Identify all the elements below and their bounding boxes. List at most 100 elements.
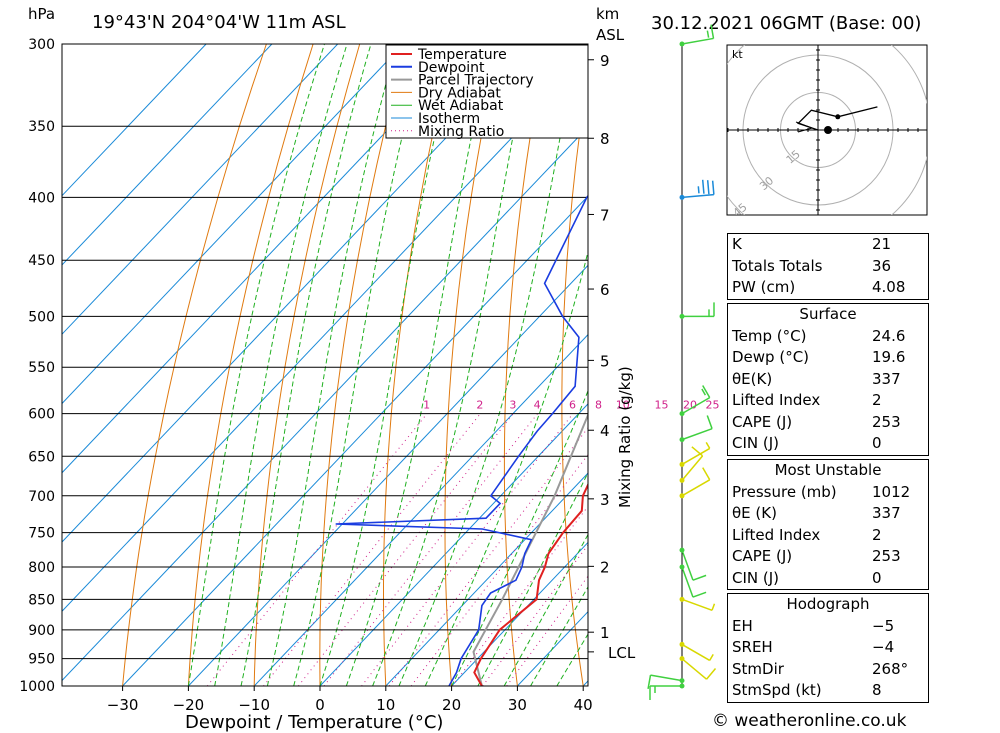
km-tick-label: 1 (600, 624, 610, 642)
legend-box (385, 44, 589, 139)
dry-adiabat-line (122, 44, 267, 686)
dry-adiabat-line (187, 44, 314, 686)
mixing-ratio-line (482, 544, 588, 686)
x-axis-title: Dewpoint / Temperature (°C) (185, 712, 443, 733)
table-row: CIN (J) 0 (732, 568, 882, 587)
pressure-tick-label: 450 (28, 253, 55, 269)
pressure-tick-label: 850 (28, 592, 55, 608)
wet-adiabat-line (214, 44, 348, 686)
wet-adiabat-line (240, 44, 372, 686)
isotherm-line (188, 264, 588, 686)
skewt-plot-area: 1 2 3 4 6 8 10 15 20 25 3003504004505005506006507… (19, 24, 1000, 714)
mixing-ratio-line (206, 413, 428, 686)
mixing-ratio-label: 2 (476, 399, 483, 412)
wet-adiabat-line (398, 44, 579, 686)
wet-adiabat-line (503, 533, 588, 686)
wind-barb (679, 302, 715, 319)
pressure-tick-label: 1000 (19, 679, 55, 695)
pressure-tick-label: 700 (28, 489, 55, 505)
wind-barb (679, 596, 716, 611)
mixing-ratio-label: 3 (509, 399, 516, 412)
legend-entry: Temperature (417, 47, 507, 63)
wind-barb (679, 467, 711, 499)
table-row: Lifted Index 2 (732, 525, 882, 544)
wet-adiabat-line (530, 585, 588, 686)
wind-barb (679, 564, 707, 598)
km-tick-label: 3 (600, 491, 610, 509)
mixing-ratio-line (361, 413, 574, 686)
isotherm-line (253, 333, 588, 686)
plot-frame (61, 43, 589, 687)
pressure-tick-label: 750 (28, 526, 55, 542)
table-row: K 21 (732, 235, 892, 253)
mixing-ratio-label: 4 (534, 399, 541, 412)
isotherm-line (451, 541, 588, 686)
parcel-trajectory-line (472, 412, 588, 686)
dry-adiabat-line (966, 44, 1000, 686)
pressure-tick-label: 300 (28, 37, 55, 53)
most-unstable-table: Most Unstable Pressure (mb) 1012 θE (K) 33… (727, 459, 929, 590)
isotherm-line (62, 44, 470, 474)
table-row: Lifted Index 2 (732, 391, 882, 409)
temperature-axis: −30 −20 −10 0 10 20 30 40 (107, 686, 593, 714)
wind-barb (679, 179, 715, 200)
mixing-ratio-label: 20 (683, 399, 697, 412)
pressure-tick-label: 950 (28, 652, 55, 668)
wind-barb (679, 547, 707, 581)
table-row: CAPE (J) 253 (732, 547, 901, 565)
legend-entry: Parcel Trajectory (418, 73, 534, 89)
table-row: Pressure (mb) 1012 (732, 482, 911, 501)
wind-barb (679, 415, 713, 443)
mixing-ratio-label: 25 (706, 399, 720, 412)
mixing-ratio-line (263, 413, 481, 686)
isotherm-line (62, 126, 588, 682)
mixing-ratio-axis-title: Mixing Ratio (g/kg) (616, 366, 634, 508)
mixing-ratio-label: 15 (655, 399, 669, 412)
wind-barb (679, 385, 711, 417)
mixing-ratio-label: 1 (423, 399, 430, 412)
km-unit-label: km (596, 5, 619, 23)
legend-entry: Isotherm (418, 111, 480, 127)
wind-barb (647, 674, 685, 690)
wind-barb (679, 441, 711, 467)
wet-adiabat-line (187, 44, 325, 686)
isotherm-line (62, 44, 207, 197)
temperature-tick-label: −10 (238, 696, 270, 714)
indices-table: K 21 Totals Totals 36 PW (cm) 4.08 (727, 233, 929, 300)
mixing-ratio-line (298, 413, 514, 686)
pressure-tick-label: 650 (28, 449, 55, 465)
surface-title: Surface (799, 305, 857, 323)
table-row: Dewp (°C) 19.6 (732, 348, 906, 366)
isotherm-line (319, 403, 588, 686)
hodograph-unit-label: kt (732, 48, 743, 61)
table-row: θE (K) 337 (732, 504, 901, 522)
legend-entry: Wet Adiabat (418, 98, 504, 114)
dewpoint-profile-line (335, 194, 588, 686)
pressure-tick-label: 500 (28, 309, 55, 325)
wind-barb (679, 656, 717, 680)
temperature-tick-label: 40 (574, 696, 593, 714)
km-tick-label: 5 (600, 352, 610, 370)
height-km-axis: 1 2 3 4 5 6 7 8 9 LCL (588, 52, 636, 662)
isotherm-line (62, 44, 536, 543)
mixing-ratio-line (506, 575, 588, 686)
wind-barb (679, 641, 714, 662)
wind-barbs (647, 24, 717, 700)
isotherm-line (385, 472, 588, 686)
legend-entry: Dry Adiabat (418, 85, 501, 101)
dry-adiabat-line (383, 44, 454, 686)
km-tick-label: 6 (600, 281, 610, 299)
temperature-profile-line (473, 482, 588, 686)
asl-unit-label: ASL (596, 26, 625, 44)
table-row: Totals Totals 36 (732, 256, 892, 275)
temperature-tick-label: 10 (376, 696, 395, 714)
mixing-ratio-label: 8 (595, 399, 602, 412)
storm-motion-marker (824, 126, 832, 134)
km-tick-label: 7 (600, 206, 610, 224)
legend-entry: Mixing Ratio (418, 124, 504, 140)
km-tick-label: 2 (600, 558, 610, 576)
wet-adiabat-line (345, 44, 492, 686)
